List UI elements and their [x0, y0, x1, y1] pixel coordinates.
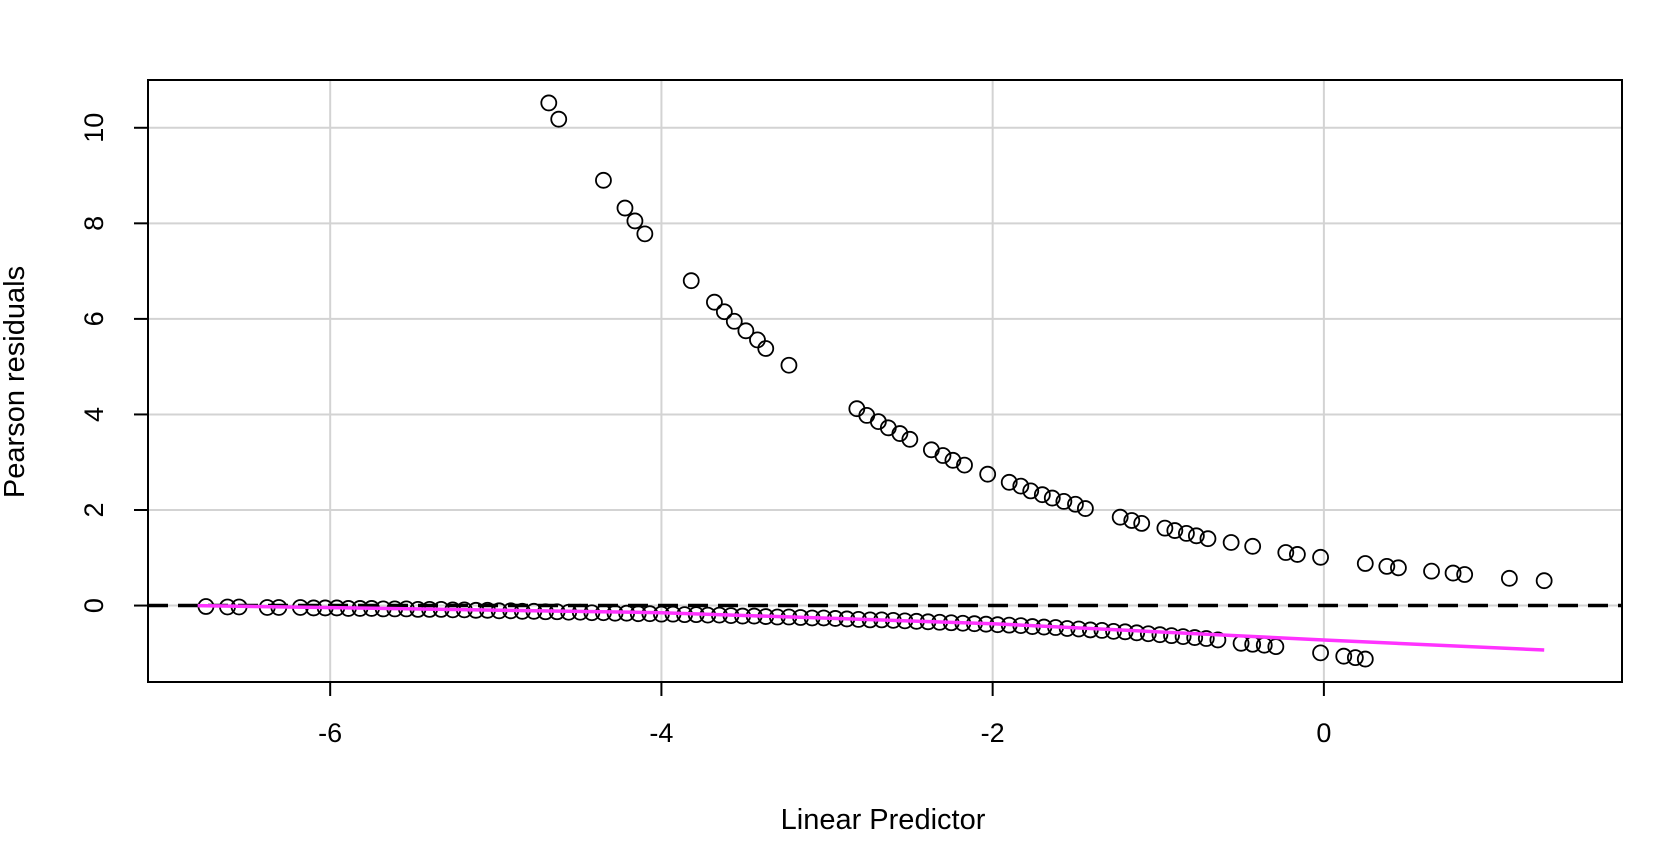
smooth-line-path: [197, 603, 1545, 652]
y-tick-label: 0: [79, 598, 109, 613]
x-axis-title: Linear Predictor: [781, 804, 986, 836]
data-point: [1166, 522, 1184, 539]
data-point: [1043, 489, 1061, 507]
data-point: [1335, 647, 1353, 665]
data-point: [1012, 477, 1030, 495]
y-tick-label: 6: [79, 311, 109, 326]
data-point: [1390, 559, 1407, 577]
plot-frame: [147, 79, 1623, 683]
y-tick-label: 10: [79, 113, 109, 143]
data-point: [1163, 627, 1180, 645]
data-point: [1500, 569, 1518, 587]
data-point: [1444, 564, 1462, 582]
data-point: [1186, 629, 1204, 646]
data-point: [956, 456, 973, 474]
data-point: [780, 356, 798, 374]
data-point: [1312, 644, 1329, 662]
data-point: [1111, 508, 1129, 526]
x-tick-labels: -6 -4 -2 0: [318, 718, 1331, 748]
data-point: [944, 451, 962, 469]
data-point: [979, 465, 997, 483]
x-tick-label: -6: [318, 718, 342, 748]
y-tick-labels: 0 2 4 6 8 10: [79, 113, 109, 613]
data-point: [891, 425, 909, 442]
data-point: [1000, 473, 1018, 491]
data-point: [1244, 537, 1262, 555]
data-point: [1277, 544, 1295, 561]
x-tick-label: 0: [1316, 718, 1331, 748]
data-point: [1378, 557, 1396, 575]
data-point: [1178, 525, 1195, 542]
y-tick-label: 2: [79, 502, 109, 517]
data-point: [1209, 631, 1227, 649]
data-point: [682, 272, 700, 290]
data-point: [706, 293, 723, 311]
data-point: [1151, 626, 1169, 644]
data-point: [1346, 649, 1364, 667]
data-point: [934, 447, 952, 464]
data-point: [550, 110, 568, 128]
data-point: [1199, 530, 1217, 548]
axes: [134, 79, 1623, 696]
data-point: [1067, 495, 1084, 513]
data-point: [1356, 555, 1374, 572]
data-point: [1133, 514, 1151, 532]
data-point: [1423, 562, 1440, 580]
data-point: [1222, 534, 1240, 551]
data-point: [636, 225, 654, 243]
data-point: [1535, 572, 1553, 590]
data-point: [1033, 486, 1051, 504]
data-point: [1456, 566, 1474, 583]
data-point: [626, 212, 644, 230]
smooth-trend-line: [197, 603, 1545, 652]
data-point: [1139, 625, 1157, 643]
data-point: [1076, 500, 1094, 517]
data-point: [737, 322, 755, 340]
data-point: [1312, 548, 1329, 566]
data-point: [1187, 527, 1205, 545]
x-tick-label: -2: [981, 718, 1005, 748]
data-point: [616, 199, 634, 217]
data-point: [757, 340, 775, 357]
data-point: [1288, 546, 1306, 563]
data-point: [1156, 519, 1174, 537]
data-point: [725, 312, 743, 330]
data-point: [1197, 630, 1215, 647]
grid-lines: [148, 80, 1622, 682]
data-point: [715, 303, 733, 321]
data-point: [595, 171, 612, 189]
data-point: [1123, 512, 1141, 529]
y-tick-label: 8: [79, 216, 109, 231]
y-axis-title: Pearson residuals: [0, 266, 31, 498]
data-point: [1022, 482, 1040, 500]
data-point: [901, 430, 919, 448]
x-tick-label: -4: [649, 718, 673, 748]
data-point: [1174, 628, 1192, 646]
data-point: [1356, 650, 1374, 668]
data-point: [1055, 492, 1073, 510]
y-tick-label: 4: [79, 407, 109, 422]
data-point: [540, 94, 558, 112]
